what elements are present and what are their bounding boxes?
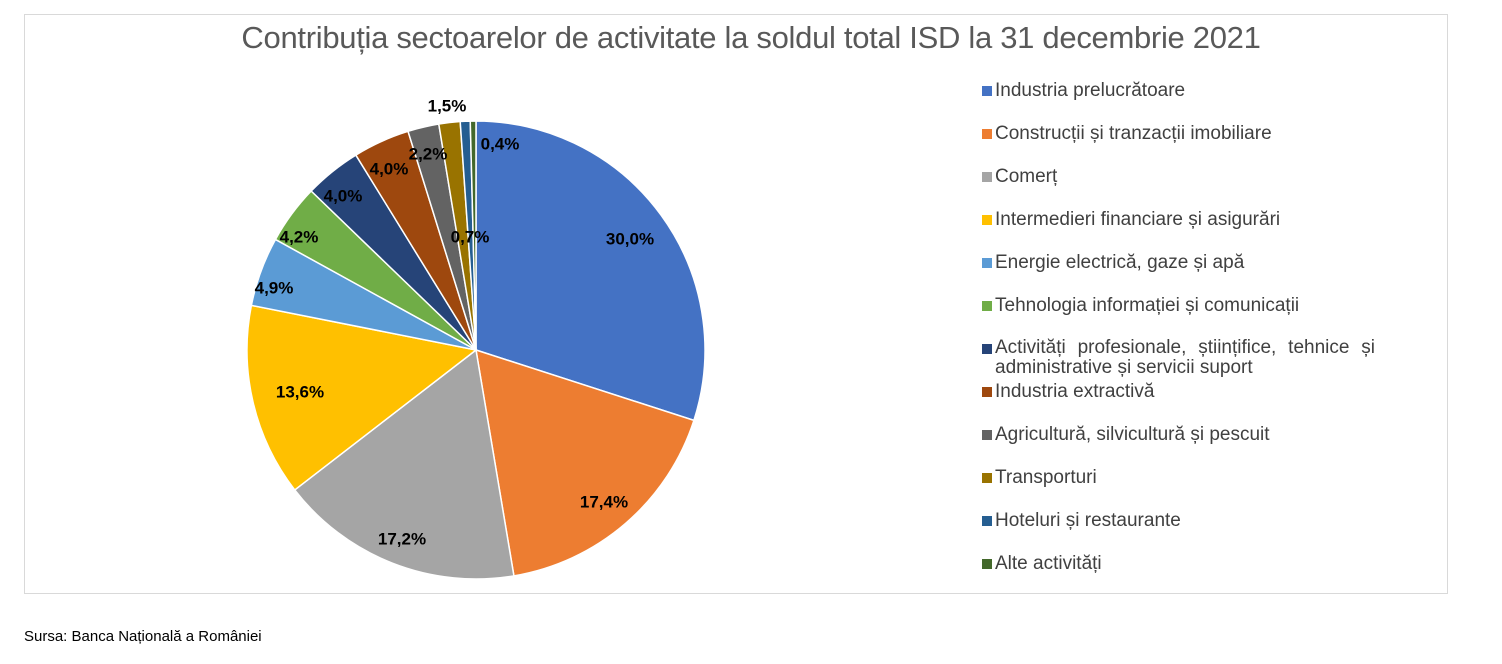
legend-swatch — [982, 215, 992, 225]
legend-swatch — [982, 172, 992, 182]
legend-swatch — [982, 387, 992, 397]
data-label-11: 0,7% — [451, 227, 490, 246]
legend-swatch — [982, 301, 992, 311]
pie-slice-12 — [469, 120, 477, 351]
data-label-8: 4,0% — [370, 159, 409, 178]
legend-label: Tehnologia informației și comunicații — [995, 295, 1300, 316]
data-label-9: 2,2% — [409, 144, 448, 163]
data-label-2: 17,4% — [580, 492, 628, 511]
data-label-3: 17,2% — [378, 529, 426, 548]
pie-slice-4 — [246, 304, 478, 492]
legend-label: Industria extractivă — [995, 381, 1155, 402]
pie-slice-1 — [475, 120, 706, 422]
legend-label: Activități profesionale, științifice, te… — [995, 337, 1375, 378]
legend-swatch — [982, 258, 992, 268]
data-label-12: 0,4% — [481, 134, 520, 153]
legend-label: Alte activități — [995, 553, 1102, 574]
legend-label: Transporturi — [995, 467, 1097, 488]
pie-slice-3 — [293, 348, 515, 580]
data-label-1: 30,0% — [606, 229, 654, 248]
pie-slice-2 — [475, 348, 695, 577]
legend-label: Energie electrică, gaze și apă — [995, 252, 1245, 273]
legend-swatch — [982, 473, 992, 483]
source-note: Sursa: Banca Națională a României — [24, 628, 262, 645]
chart-title: Contribuția sectoarelor de activitate la… — [241, 20, 1261, 55]
legend-label: Construcții și tranzacții imobiliare — [995, 123, 1272, 144]
data-label-10: 1,5% — [428, 96, 467, 115]
legend-swatch — [982, 430, 992, 440]
legend-label: Agricultură, silvicultură și pescuit — [995, 424, 1270, 445]
data-label-6: 4,2% — [280, 227, 319, 246]
legend-swatch — [982, 516, 992, 526]
legend-label: Intermedieri financiare și asigurări — [995, 209, 1281, 230]
data-label-7: 4,0% — [324, 186, 363, 205]
legend-label: Hoteluri și restaurante — [995, 510, 1181, 531]
legend-swatch — [982, 559, 992, 569]
data-label-5: 4,9% — [255, 278, 294, 297]
legend-label: Industria prelucrătoare — [995, 80, 1186, 101]
legend-swatch — [982, 344, 992, 354]
legend-swatch — [982, 129, 992, 139]
data-label-4: 13,6% — [276, 382, 324, 401]
legend-swatch — [982, 86, 992, 96]
legend-label: Comerț — [995, 166, 1058, 187]
